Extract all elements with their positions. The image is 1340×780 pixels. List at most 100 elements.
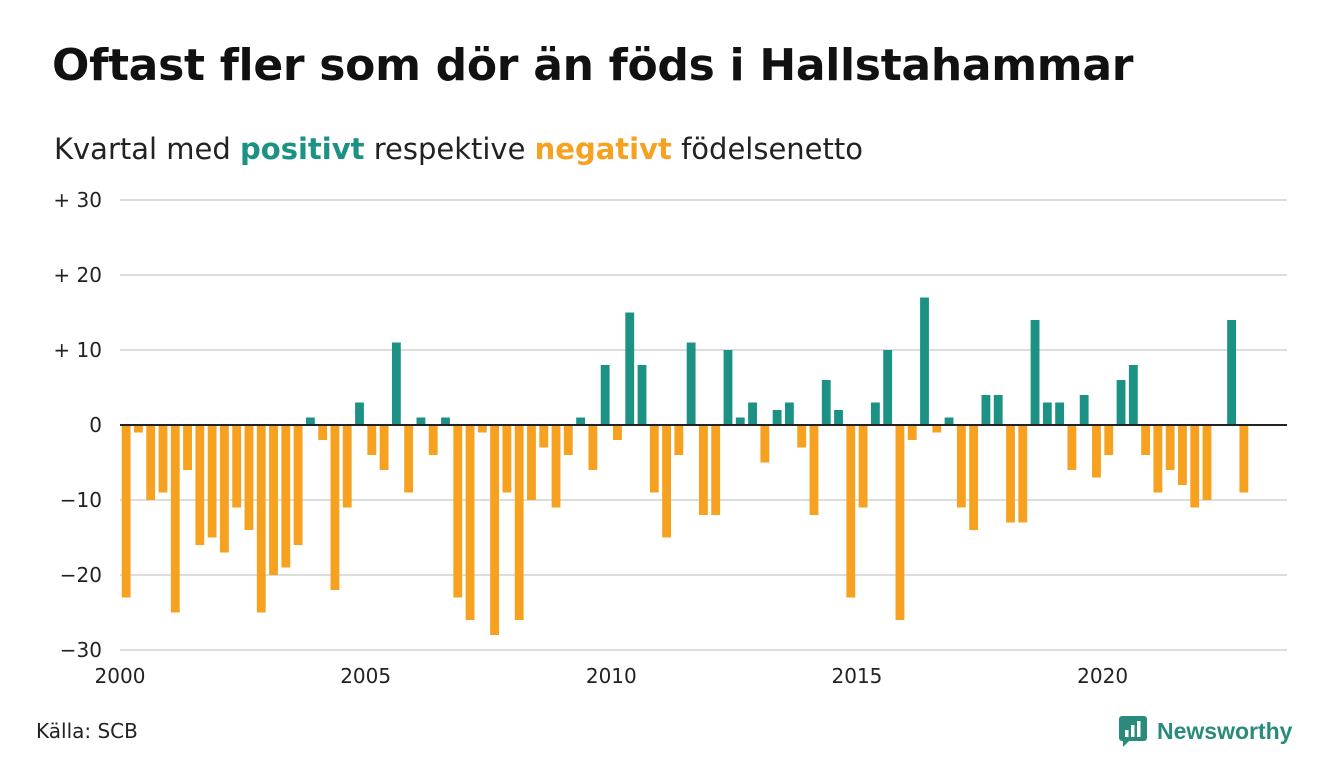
bar <box>379 425 389 470</box>
bar <box>342 425 352 508</box>
bar <box>1079 395 1089 425</box>
bar <box>195 425 205 545</box>
bar <box>514 425 524 620</box>
bar <box>797 425 807 448</box>
bar <box>1178 425 1187 485</box>
bar <box>883 350 893 425</box>
bar <box>846 425 856 598</box>
bar <box>1042 402 1052 425</box>
bar <box>121 425 131 598</box>
bar <box>355 402 364 425</box>
subtitle-text-before: Kvartal med <box>54 132 231 166</box>
x-tick-label: 2000 <box>95 664 146 688</box>
bar <box>600 365 610 425</box>
bar <box>588 425 598 470</box>
bar <box>1006 425 1015 523</box>
y-tick-label: + 30 <box>53 188 102 212</box>
bar <box>1239 425 1249 493</box>
bar <box>1116 380 1126 425</box>
newsworthy-logo: Newsworthy <box>1118 714 1292 748</box>
bar <box>232 425 242 508</box>
bar <box>465 425 475 620</box>
y-tick-label: −10 <box>60 488 102 512</box>
bar <box>453 425 463 598</box>
x-tick-label: 2015 <box>832 664 883 688</box>
bar <box>748 402 757 425</box>
bar <box>207 425 217 538</box>
bar <box>1055 402 1065 425</box>
subtitle-positive-keyword: positivt <box>240 132 365 166</box>
bar <box>686 342 696 425</box>
bar <box>613 425 622 440</box>
y-tick-label: + 10 <box>53 338 102 362</box>
bar <box>391 342 401 425</box>
bar <box>539 425 549 448</box>
bar <box>809 425 819 515</box>
bar <box>1128 365 1138 425</box>
y-tick-label: 0 <box>89 413 102 437</box>
bar <box>183 425 192 470</box>
bar <box>711 425 721 515</box>
bar <box>662 425 671 538</box>
bar <box>920 297 929 425</box>
x-tick-label: 2020 <box>1077 664 1128 688</box>
chart-title: Oftast fler som dör än föds i Hallstaham… <box>52 40 1134 91</box>
bar <box>956 425 966 508</box>
bar <box>134 425 143 433</box>
bar <box>907 425 917 440</box>
bar <box>649 425 659 493</box>
bar <box>1190 425 1200 508</box>
bar <box>760 425 770 463</box>
bar <box>158 425 168 493</box>
bar <box>527 425 536 500</box>
bar <box>870 402 880 425</box>
bar <box>637 365 647 425</box>
bar <box>1141 425 1151 455</box>
bar <box>1018 425 1028 523</box>
bar <box>1104 425 1114 455</box>
bar <box>674 425 684 455</box>
bar <box>699 425 708 515</box>
subtitle-text-after: födelsenetto <box>681 132 863 166</box>
bar <box>1067 425 1077 470</box>
y-tick-label: −20 <box>60 563 102 587</box>
bar <box>281 425 291 568</box>
bar <box>404 425 414 493</box>
bar-chart: + 30+ 20+ 100−10−20−30 2000 2005 2010 2015 2… <box>53 188 1287 688</box>
bar <box>772 410 782 425</box>
bar <box>330 425 340 590</box>
bar <box>576 417 586 425</box>
gridlines <box>120 199 1287 651</box>
bar <box>1227 320 1236 425</box>
chart-subtitle: Kvartal med positivt respektive negativt… <box>54 132 863 166</box>
bar <box>895 425 905 620</box>
source-note: Källa: SCB <box>36 719 138 743</box>
bar <box>441 417 450 425</box>
bar <box>1092 425 1101 478</box>
bar <box>1030 320 1040 425</box>
bar <box>944 417 954 425</box>
bar <box>305 417 315 425</box>
bar <box>244 425 254 530</box>
bar <box>1165 425 1175 470</box>
bar <box>723 350 733 425</box>
bar <box>1153 425 1163 493</box>
bar <box>256 425 266 613</box>
bar <box>1202 425 1212 500</box>
bar <box>551 425 561 508</box>
bar <box>993 395 1003 425</box>
y-axis-tick-labels: + 30 + 20 + 10 0 −10 −20 −30 <box>53 188 102 662</box>
bar <box>735 417 745 425</box>
bar <box>821 380 831 425</box>
subtitle-text-middle: respektive <box>373 132 526 166</box>
bar <box>969 425 979 530</box>
bar <box>784 402 794 425</box>
bar <box>932 425 942 433</box>
bar <box>490 425 500 635</box>
bar <box>502 425 512 493</box>
bar <box>318 425 328 440</box>
x-tick-label: 2010 <box>586 664 637 688</box>
bar <box>981 395 991 425</box>
bar <box>269 425 278 575</box>
bar <box>416 417 426 425</box>
